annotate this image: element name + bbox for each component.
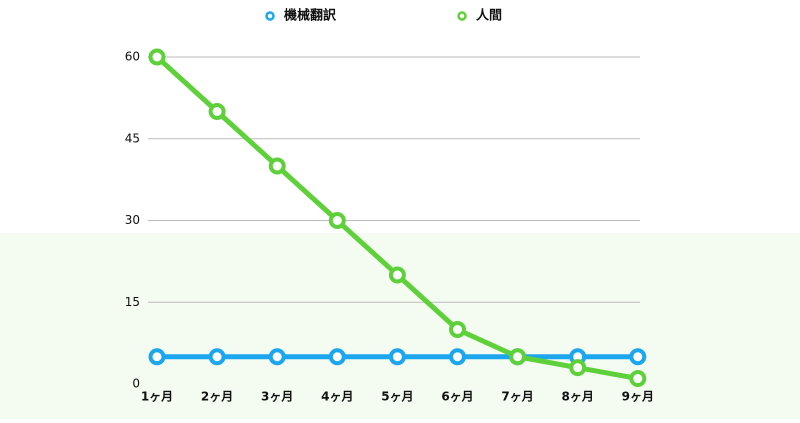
y-tick-label: 15: [125, 295, 140, 309]
data-point: [629, 348, 647, 366]
data-point: [148, 48, 166, 66]
legend-label: 人間: [476, 8, 502, 24]
x-tick-label: 8ヶ月: [562, 390, 594, 404]
x-tick-label: 2ヶ月: [201, 390, 233, 404]
data-point: [629, 370, 647, 388]
legend-label: 機械翻訳: [284, 8, 337, 24]
x-tick-label: 5ヶ月: [381, 390, 413, 404]
x-tick-label: 6ヶ月: [441, 390, 473, 404]
background-panel: [0, 233, 800, 419]
x-tick-label: 4ヶ月: [321, 390, 353, 404]
x-tick-label: 7ヶ月: [501, 390, 533, 404]
data-point: [208, 103, 226, 120]
data-point: [569, 359, 587, 377]
data-point: [388, 266, 406, 284]
data-point: [328, 348, 346, 366]
legend-marker: [457, 11, 467, 21]
x-tick-label: 3ヶ月: [261, 390, 293, 404]
data-point: [208, 348, 226, 366]
y-tick-label: 45: [125, 131, 140, 145]
y-tick-label: 30: [125, 213, 140, 227]
data-point: [268, 348, 286, 366]
y-tick-label: 60: [125, 50, 140, 64]
data-point: [509, 348, 527, 366]
data-point: [449, 348, 466, 366]
data-point: [268, 157, 286, 175]
x-tick-label: 9ヶ月: [622, 390, 654, 404]
data-point: [328, 212, 346, 229]
data-point: [388, 348, 406, 366]
data-point: [148, 348, 166, 366]
x-tick-label: 1ヶ月: [141, 390, 173, 404]
y-tick-label: 0: [132, 377, 140, 391]
data-point: [449, 321, 466, 338]
legend-marker: [265, 11, 275, 21]
